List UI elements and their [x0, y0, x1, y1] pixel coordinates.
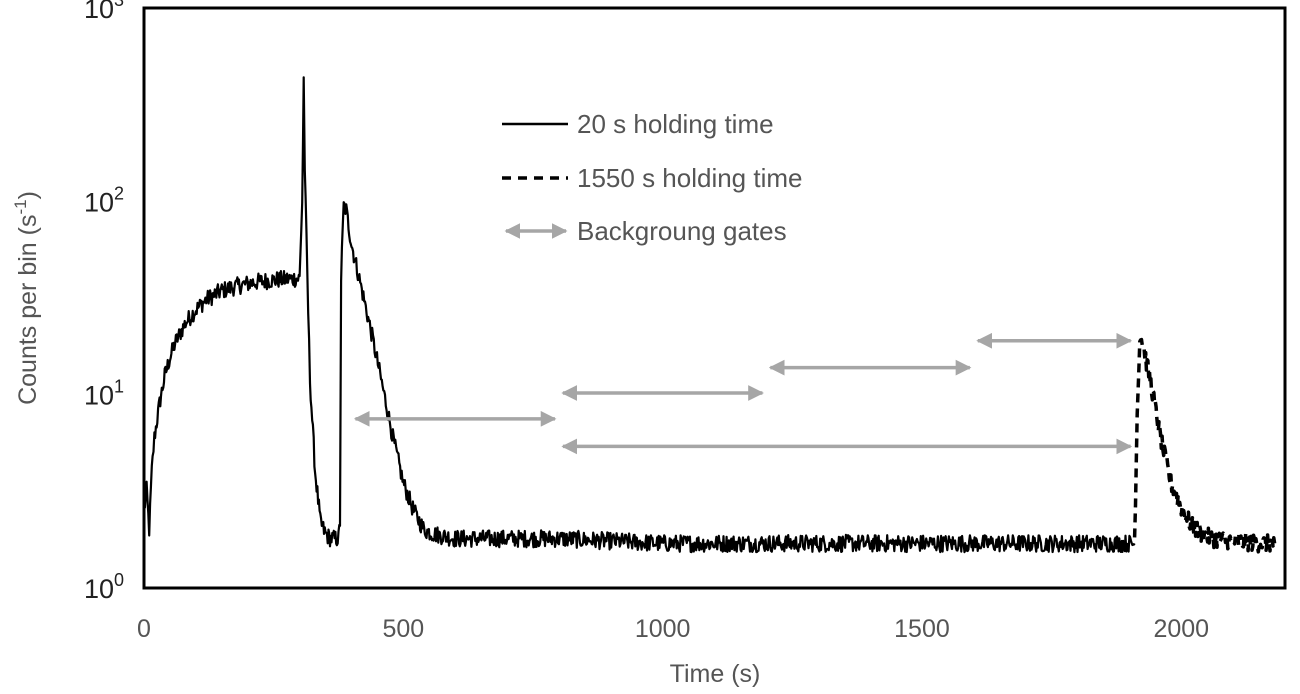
x-tick-label: 0	[137, 615, 151, 643]
y-tick-base: 10	[84, 0, 114, 24]
x-tick-label: 1000	[635, 615, 691, 643]
x-tick-label: 1500	[894, 615, 950, 643]
gate-layer	[353, 332, 1133, 455]
legend: 20 s holding time 1550 s holding time Ba…	[502, 109, 802, 246]
x-tick-label: 2000	[1153, 615, 1209, 643]
y-tick-exponent: 1	[114, 377, 124, 397]
legend-label-gate: Backgroung gates	[577, 216, 787, 246]
y-axis-title-close: )	[14, 191, 42, 199]
y-axis-title-sup: -1	[11, 199, 30, 214]
series-layer	[143, 76, 1277, 554]
x-tick-labels: 0 500 1000 1500 2000	[137, 615, 1209, 643]
y-tick-base: 10	[84, 574, 114, 604]
legend-label-solid: 20 s holding time	[577, 109, 774, 139]
x-tick-label: 500	[382, 615, 424, 643]
y-tick-label: 101	[84, 377, 124, 411]
y-tick-exponent: 3	[114, 0, 124, 10]
y-tick-label: 102	[84, 183, 124, 217]
y-axis-title: Counts per bin (s-1)	[11, 191, 42, 405]
y-tick-exponent: 2	[114, 183, 124, 203]
plot-frame	[142, 6, 1287, 590]
y-tick-base: 10	[84, 381, 114, 411]
y-tick-label: 103	[84, 0, 124, 24]
x-axis-title: Time (s)	[670, 660, 761, 688]
series-line-2	[1132, 337, 1277, 554]
y-tick-base: 10	[84, 187, 114, 217]
y-tick-exponent: 0	[114, 570, 124, 590]
y-axis-title-main: Counts per bin (s	[14, 215, 42, 405]
y-tick-label: 100	[84, 570, 124, 604]
legend-label-dashed: 1550 s holding time	[577, 163, 802, 193]
series-line-1	[143, 76, 1136, 554]
